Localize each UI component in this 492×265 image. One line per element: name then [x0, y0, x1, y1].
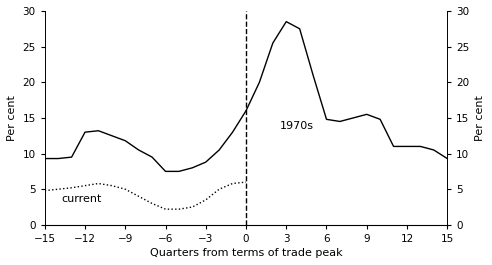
- Y-axis label: Per cent: Per cent: [475, 95, 485, 141]
- X-axis label: Quarters from terms of trade peak: Quarters from terms of trade peak: [150, 248, 342, 258]
- Text: 1970s: 1970s: [279, 121, 313, 131]
- Text: current: current: [61, 194, 101, 204]
- Y-axis label: Per cent: Per cent: [7, 95, 17, 141]
